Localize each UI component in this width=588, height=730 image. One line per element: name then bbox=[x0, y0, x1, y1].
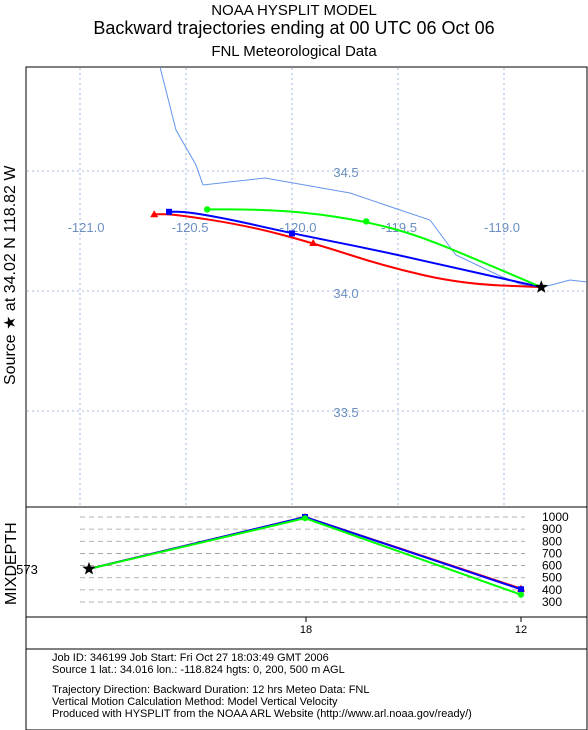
job-info: Job ID: 346199 Job Start: Fri Oct 27 18:… bbox=[52, 652, 472, 720]
time-tick-2: 12 bbox=[515, 624, 527, 636]
info-panel-frame bbox=[25, 648, 588, 730]
mixdepth-y-tick: 300 bbox=[542, 595, 562, 609]
coastline bbox=[159, 66, 588, 289]
mixdepth-marker-green bbox=[302, 515, 308, 522]
info-line-job: Job ID: 346199 Job Start: Fri Oct 27 18:… bbox=[52, 652, 329, 664]
info-line-vertical: Vertical Motion Calculation Method: Mode… bbox=[52, 696, 338, 708]
mixdepth-marker-green bbox=[518, 591, 524, 598]
mixdepth-y-tick: 700 bbox=[542, 546, 562, 560]
trajectory-red bbox=[154, 213, 542, 289]
mixdepth-y-tick: 500 bbox=[542, 571, 562, 585]
mixdepth-source-star-icon bbox=[82, 561, 96, 575]
lat-label-3: 33.5 bbox=[333, 405, 358, 420]
trajectory-marker-red bbox=[150, 210, 159, 218]
trajectory-green bbox=[207, 208, 542, 289]
trajectory-marker-red bbox=[309, 239, 318, 246]
info-line-source: Source 1 lat.: 34.016 lon.: -118.824 hgt… bbox=[52, 664, 345, 676]
mixdepth-y-tick: 800 bbox=[542, 534, 562, 548]
info-line-produced: Produced with HYSPLIT from the NOAA ARL … bbox=[52, 708, 472, 720]
lon-label-5: -119.0 bbox=[484, 220, 520, 235]
map-grid bbox=[27, 68, 586, 506]
trajectory-marker-green bbox=[363, 218, 370, 225]
mixdepth-grid bbox=[80, 516, 525, 603]
mixdepth-y-tick: 900 bbox=[542, 522, 562, 536]
trajectory-marker-blue bbox=[166, 208, 173, 215]
source-star-icon bbox=[534, 280, 548, 293]
mixdepth-y-tick: 400 bbox=[542, 583, 562, 597]
map-trajectories bbox=[150, 206, 548, 293]
mixdepth-marker-blue bbox=[518, 586, 524, 593]
source-location-label: Source ★ at 34.02 N 118.82 W bbox=[2, 165, 19, 385]
trajectory-marker-blue bbox=[289, 230, 295, 237]
mixdepth-panel-frame bbox=[25, 506, 588, 618]
chart-title: Backward trajectories ending at 00 UTC 0… bbox=[93, 18, 495, 38]
mixdepth-line-green bbox=[88, 517, 522, 596]
lon-label-2: -120.5 bbox=[172, 220, 209, 235]
model-title: NOAA HYSPLIT MODEL bbox=[211, 2, 377, 19]
mixdepth-series bbox=[82, 513, 525, 598]
lon-label-3: -120.0 bbox=[280, 220, 317, 235]
mixdepth-y-tick: 600 bbox=[542, 559, 562, 573]
info-line-direction: Trajectory Direction: Backward Duration:… bbox=[52, 684, 370, 696]
mixdepth-start-value: 573 bbox=[16, 562, 38, 577]
trajectory-blue bbox=[169, 210, 542, 289]
lat-label-1: 34.5 bbox=[333, 165, 358, 180]
trajectory-marker-green bbox=[204, 206, 211, 213]
time-tick-1: 18 bbox=[300, 624, 312, 636]
lon-label-4: -119.5 bbox=[381, 220, 417, 235]
map-panel-frame bbox=[25, 66, 588, 508]
mixdepth-axis-label: MIXDEPTH bbox=[3, 522, 20, 605]
mixdepth-y-tick: 1000 bbox=[542, 510, 569, 524]
lat-label-2: 34.0 bbox=[333, 286, 358, 301]
meteo-data-title: FNL Meteorological Data bbox=[211, 43, 377, 60]
lon-label-1: -121.0 bbox=[68, 220, 105, 235]
